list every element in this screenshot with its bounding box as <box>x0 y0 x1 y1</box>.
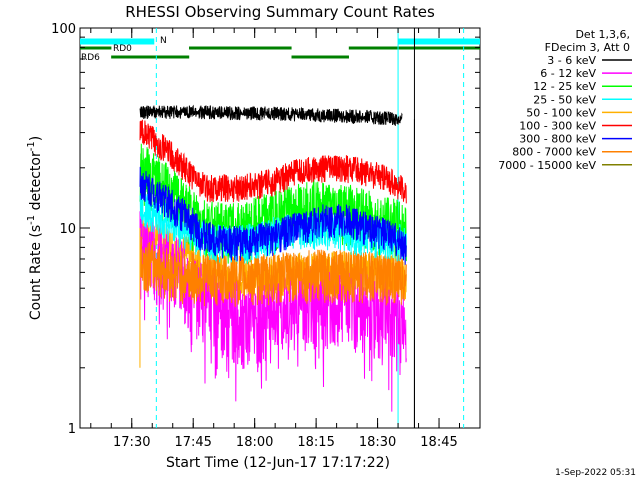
legend-label: 25 - 50 keV <box>533 93 596 106</box>
x-axis-label: Start Time (12-Jun-17 17:17:22) <box>166 455 390 471</box>
y-tick-label: 1 <box>68 422 76 437</box>
series-line-0 <box>139 104 403 126</box>
x-tick-label: 17:45 <box>174 435 211 450</box>
y-axis: 1 10 100 <box>51 22 480 437</box>
x-tick-label: 18:15 <box>297 435 334 450</box>
legend-header: Det 1,3,6, <box>575 28 630 41</box>
legend-label: 3 - 6 keV <box>547 54 596 67</box>
y-axis-label-main: Count Rate (s <box>28 225 44 320</box>
y-tick-label: 100 <box>51 22 76 37</box>
legend-label: 7000 - 15000 keV <box>498 159 596 172</box>
legend-label: 50 - 100 keV <box>526 106 596 119</box>
chart-title: RHESSI Observing Summary Count Rates <box>125 3 435 21</box>
legend-label: 300 - 800 keV <box>519 133 596 146</box>
x-tick-label: 18:45 <box>420 435 457 450</box>
y-axis-label-tail: detector <box>28 151 44 215</box>
legend-label: 800 - 7000 keV <box>512 146 596 159</box>
x-tick-label: 17:30 <box>113 435 150 450</box>
legend-label: 100 - 300 keV <box>519 120 596 133</box>
x-axis: 17:30 17:45 18:00 18:15 18:30 18:45 <box>90 28 481 450</box>
footer-date: 1-Sep-2022 05:31 <box>555 468 636 478</box>
y-tick-label: 10 <box>59 222 76 237</box>
series-group <box>139 104 415 428</box>
attenuator-flags: N RD0 RD6 <box>80 36 480 63</box>
y-axis-label-exponent: -1 <box>26 215 37 225</box>
legend-label: 6 - 12 keV <box>540 67 596 80</box>
flag-label-rd0: RD0 <box>113 44 132 54</box>
series-line-7 <box>139 236 407 307</box>
y-axis-label-close: ) <box>28 136 44 141</box>
series-line-5 <box>139 119 407 204</box>
legend-label: 12 - 25 keV <box>533 80 596 93</box>
x-tick-label: 18:00 <box>236 435 273 450</box>
y-axis-label: Count Rate (s-1 detector-1) <box>26 136 44 320</box>
flag-label-rd6: RD6 <box>81 53 100 63</box>
series-line-6 <box>139 166 407 265</box>
x-tick-label: 18:30 <box>359 435 396 450</box>
legend-header: FDecim 3, Att 0 <box>545 41 630 54</box>
y-axis-label-exponent-2: -1 <box>26 141 37 151</box>
flag-label-n: N <box>160 36 167 46</box>
